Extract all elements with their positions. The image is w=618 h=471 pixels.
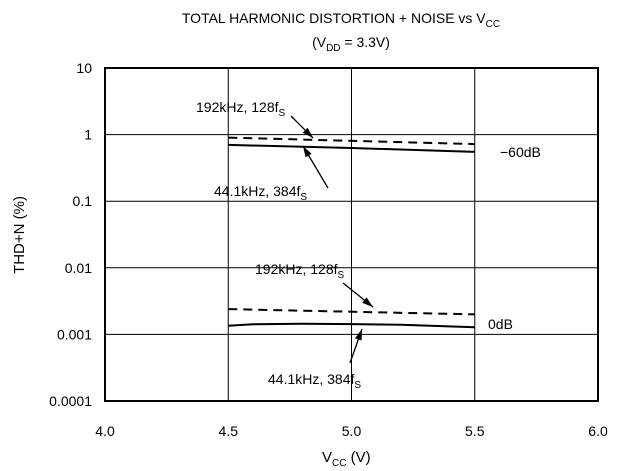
x-tick-label: 5.5 [465, 423, 485, 439]
y-axis-label: THD+N (%) [11, 196, 28, 274]
series-line-2 [228, 308, 475, 316]
series-label-44k-lower: 44.1kHz, 384fS [268, 371, 361, 391]
plot-frame [104, 67, 599, 402]
chart-subtitle: (VDD = 3.3V) [312, 34, 390, 54]
series-label-192k-upper: 192kHz, 128fS [196, 99, 286, 119]
x-axis-label: VCC (V) [322, 449, 371, 469]
y-tick-label: 0.1 [73, 193, 93, 209]
y-tick-label: 0.01 [65, 260, 92, 276]
x-tick-label: 4.5 [219, 423, 239, 439]
annotations: 192kHz, 128fS 44.1kHz, 384fS 192kHz, 128… [196, 99, 541, 391]
series-line-3 [228, 322, 475, 329]
y-tick-label: 10 [76, 60, 92, 76]
y-tick-label: 0.0001 [49, 393, 92, 409]
curve-label-0db: 0dB [488, 316, 513, 332]
series-group [228, 136, 475, 329]
arrow-44k-upper [302, 145, 329, 189]
series-line-1 [228, 143, 475, 153]
series-line-0 [228, 136, 475, 146]
series-label-44k-upper: 44.1kHz, 384fS [214, 183, 307, 203]
y-tick-label: 0.001 [57, 326, 92, 342]
arrow-192k-upper [290, 115, 314, 139]
y-tick-label: 1 [84, 127, 92, 143]
chart-title: TOTAL HARMONIC DISTORTION + NOISE vs VCC [182, 10, 500, 30]
x-tick-label: 4.0 [95, 423, 115, 439]
tick-labels: 4.0 4.5 5.0 5.5 6.0 0.0001 0.001 0.01 0.1 1 10 [49, 60, 608, 439]
curve-label-minus60db: −60dB [500, 144, 541, 160]
annotation-arrows [290, 115, 374, 364]
x-tick-label: 5.0 [342, 423, 362, 439]
grid-lines [105, 68, 598, 401]
series-label-192k-lower: 192kHz, 128fS [255, 261, 345, 281]
x-tick-label: 6.0 [588, 423, 608, 439]
arrow-44k-lower [349, 328, 363, 364]
arrow-192k-lower [342, 282, 374, 308]
